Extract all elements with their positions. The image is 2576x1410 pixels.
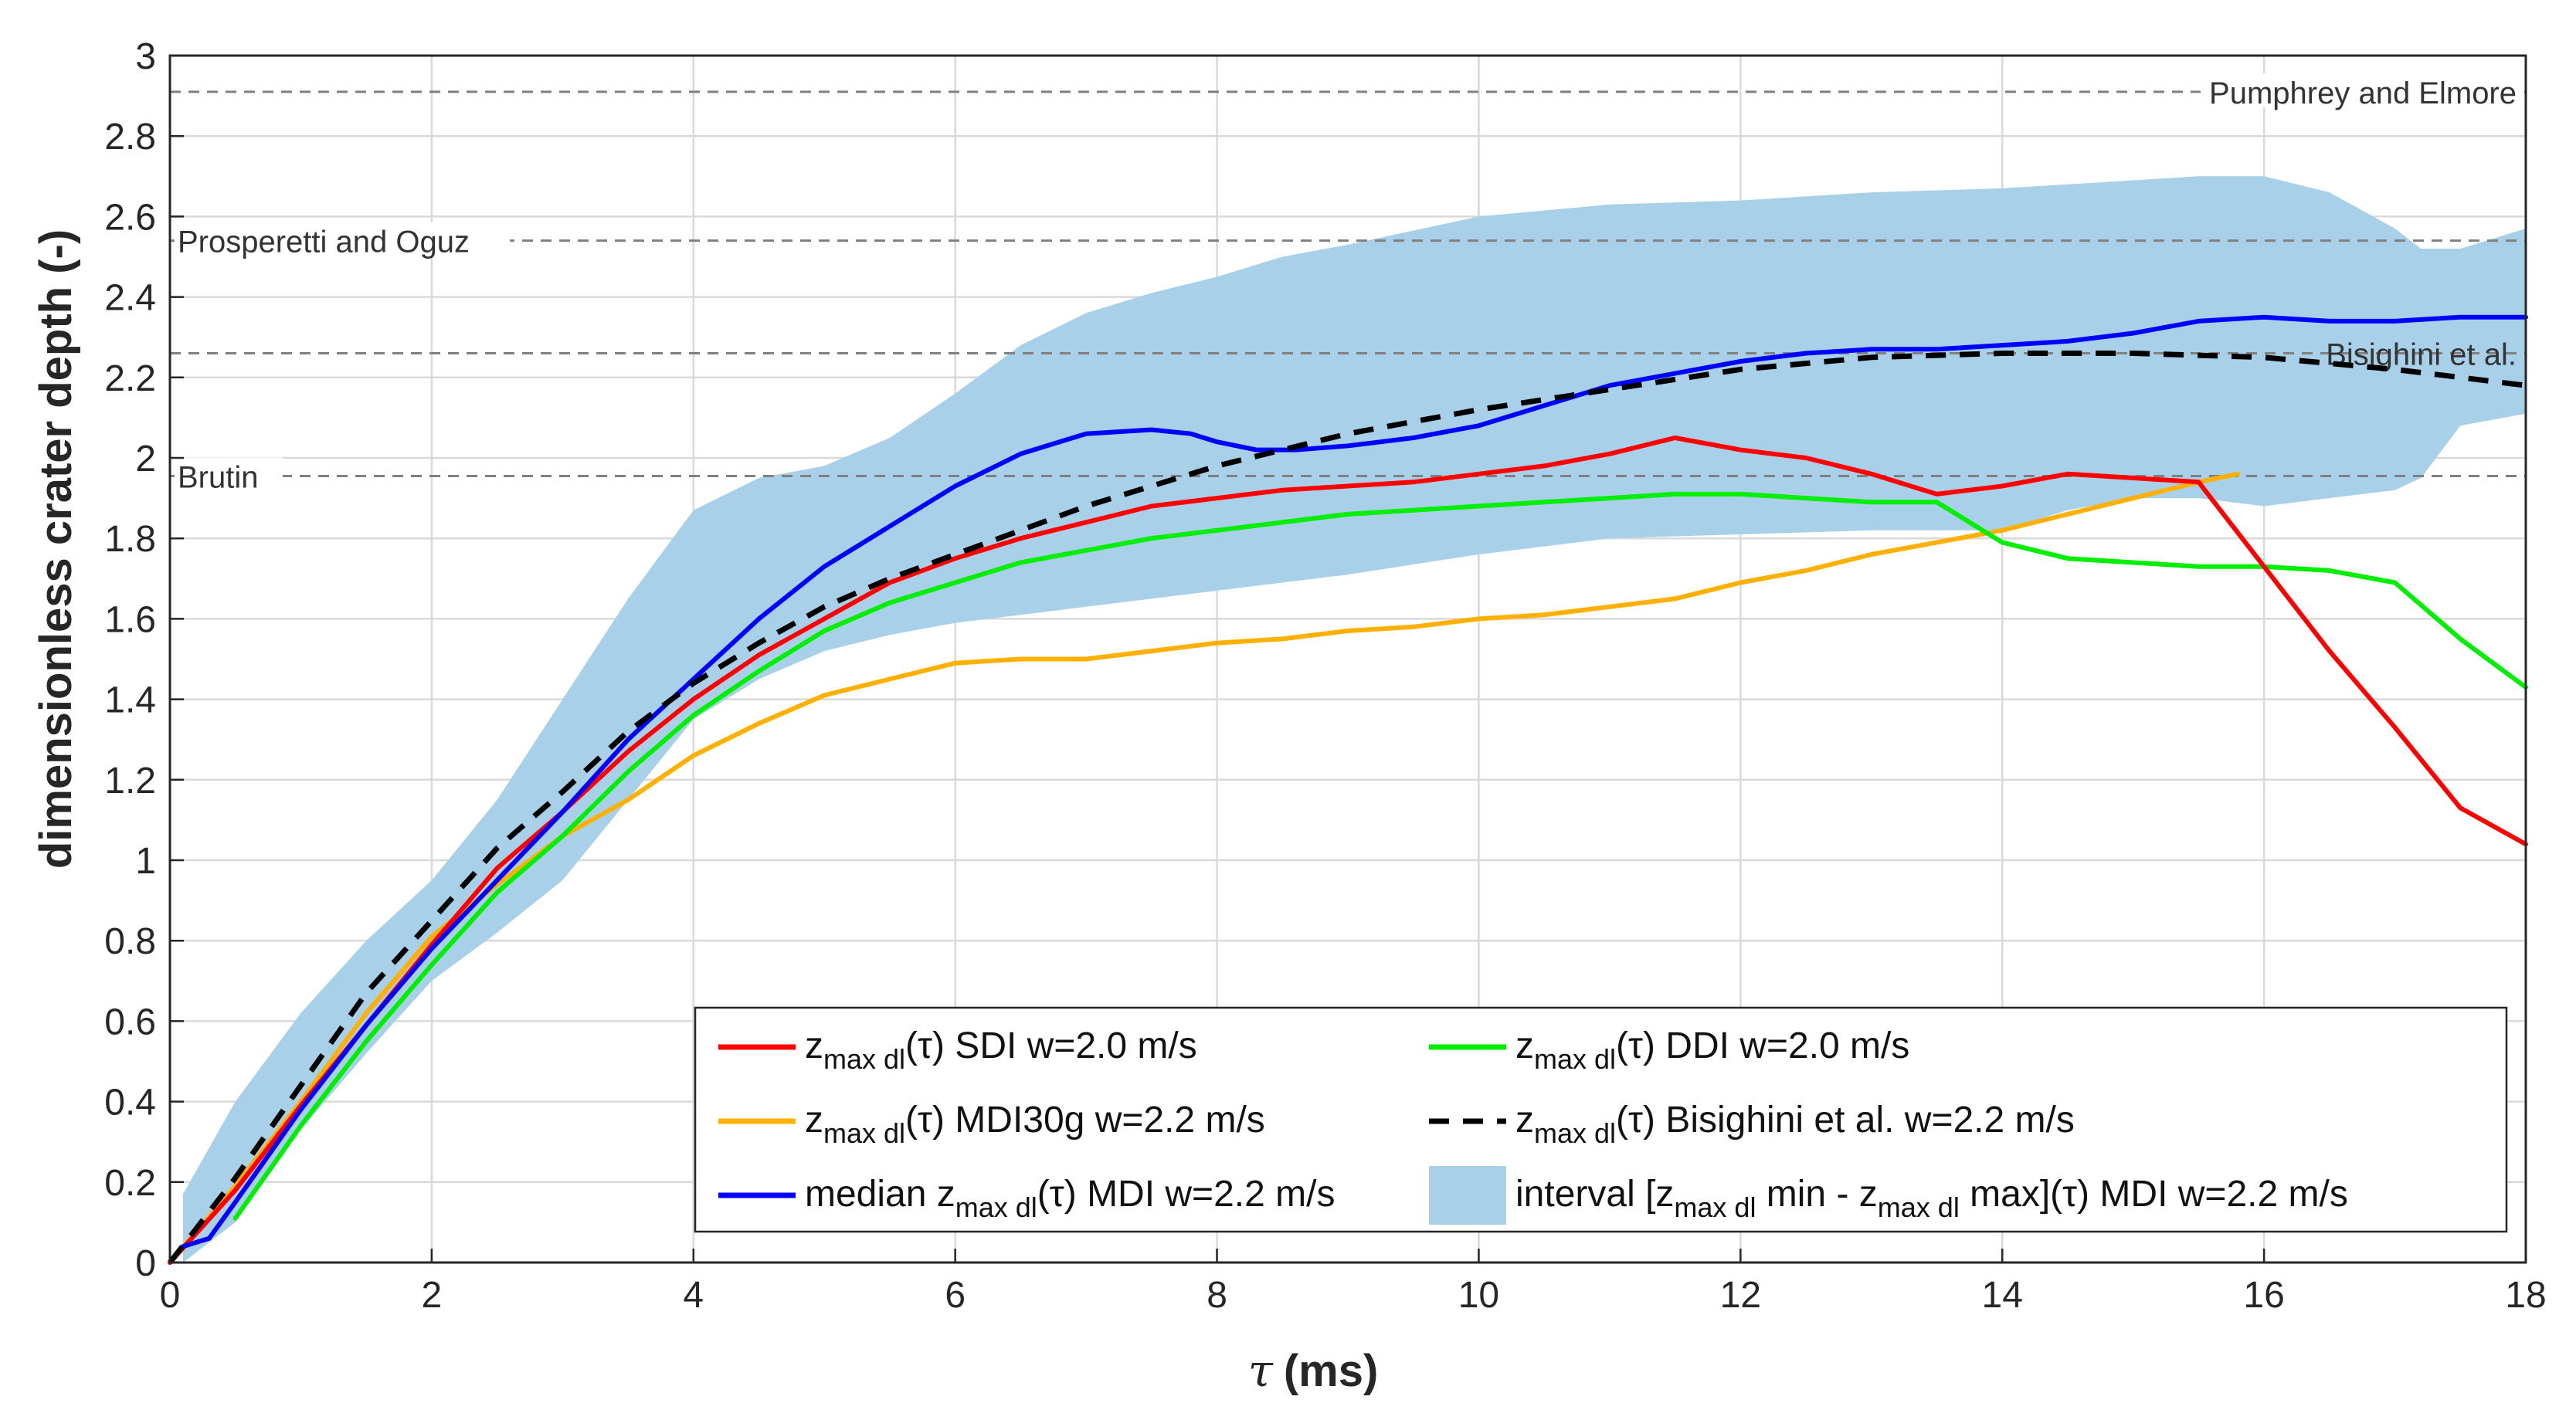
tick-labels: 0 2 4 6 8 10 12 14 16 18 0 0.2 0.4 0.6 0.8 1 1.2 1.4 1.6 1.… xyxy=(104,36,2546,1316)
y-axis-label: dimensionless crater depth (-) xyxy=(31,229,81,869)
series-line-median xyxy=(180,314,2528,1249)
y-tick-label: 2.2 xyxy=(104,358,156,399)
y-tick-label: 1.6 xyxy=(104,599,156,640)
y-tick-label: 1.8 xyxy=(104,519,156,560)
x-axis-label: τ (ms) xyxy=(1248,1344,1379,1397)
legend-box xyxy=(694,1006,2508,1233)
x-tick-label: 14 xyxy=(1982,1275,2023,1316)
y-tick-label: 2.6 xyxy=(104,197,156,238)
series-line-ddi xyxy=(232,491,2528,1221)
reference-label: Bisighini et al. xyxy=(2326,338,2517,372)
x-tick-label: 8 xyxy=(1207,1275,1227,1316)
y-tick-label: 0.4 xyxy=(104,1083,156,1124)
y-tick-label: 2 xyxy=(135,439,156,480)
y-tick-label: 2.8 xyxy=(104,117,156,158)
legend-label-band: interval [zmax dl min - zmax dl max](τ) … xyxy=(1515,1174,2348,1223)
y-tick-label: 2.4 xyxy=(104,278,156,319)
y-tick-label: 1 xyxy=(135,841,156,882)
x-axis-label-unit: (ms) xyxy=(1284,1346,1378,1396)
reference-label-bg xyxy=(2201,73,2520,107)
reference-label: Prosperetti and Oguz xyxy=(178,225,470,259)
reference-label-bg xyxy=(175,457,283,492)
x-axis-label-symbol: τ xyxy=(1248,1344,1274,1397)
reference-label: Brutin xyxy=(178,460,259,494)
y-tick-label: 0.8 xyxy=(104,921,156,962)
y-tick-label: 0.2 xyxy=(104,1163,156,1204)
legend-label-median: median zmax dl(τ) MDI w=2.2 m/s xyxy=(805,1174,1335,1223)
x-tick-label: 6 xyxy=(945,1275,966,1316)
plot-frame xyxy=(168,54,2527,1264)
x-tick-label: 10 xyxy=(1458,1275,1499,1316)
legend-label-bisighini: zmax dl(τ) Bisighini et al. w=2.2 m/s xyxy=(1515,1100,2075,1149)
legend-label-ddi: zmax dl(τ) DDI w=2.0 m/s xyxy=(1515,1025,1909,1075)
y-tick-label: 3 xyxy=(135,36,156,77)
legend: zmax dl(τ) SDI w=2.0 m/s zmax dl(τ) DDI w… xyxy=(694,1006,2508,1233)
interval-band-layer xyxy=(182,176,2527,1263)
x-tick-label: 18 xyxy=(2505,1275,2546,1316)
y-tick-label: 1.4 xyxy=(104,680,156,721)
x-tick-label: 4 xyxy=(683,1275,704,1316)
y-tick-label: 1.2 xyxy=(104,761,156,802)
legend-label-sdi: zmax dl(τ) SDI w=2.0 m/s xyxy=(805,1025,1197,1075)
legend-swatch-band xyxy=(1429,1166,1506,1225)
series-line-mdi30g xyxy=(168,471,2241,1265)
y-tick-label: 0 xyxy=(135,1243,156,1284)
x-tick-label: 12 xyxy=(1720,1275,1761,1316)
x-tick-label: 0 xyxy=(160,1275,181,1316)
x-tick-label: 2 xyxy=(422,1275,443,1316)
interval-band xyxy=(182,176,2527,1263)
reference-label: Pumphrey and Elmore xyxy=(2209,76,2517,110)
reference-lines: Pumphrey and Elmore Prosperetti and Oguz B… xyxy=(170,73,2526,494)
x-tick-label: 16 xyxy=(2243,1275,2284,1316)
reference-label-bg xyxy=(175,222,510,256)
legend-label-mdi30g: zmax dl(τ) MDI30g w=2.2 m/s xyxy=(805,1100,1265,1149)
y-tick-label: 0.6 xyxy=(104,1002,156,1042)
series-layer xyxy=(168,314,2528,1265)
